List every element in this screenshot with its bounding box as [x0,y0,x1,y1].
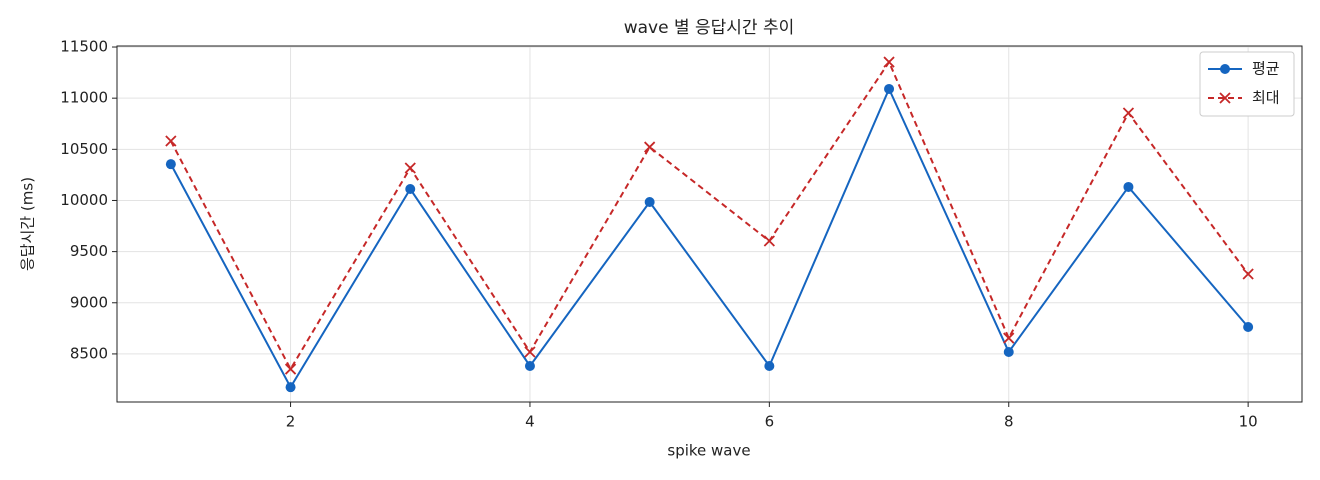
data-point [1003,332,1015,344]
data-point [764,360,775,371]
x-tick-label: 4 [525,413,535,431]
chart-title: wave 별 응답시간 추이 [624,18,795,38]
data-point [165,135,177,147]
y-tick-label: 10000 [60,191,108,209]
legend-marker [1220,64,1230,74]
data-point [644,197,655,208]
y-axis-label: 응답시간 (ms) [19,177,37,271]
y-tick-label: 11500 [60,38,108,56]
data-point [1123,181,1134,192]
legend-marker [1219,92,1231,104]
x-tick-label: 6 [765,413,775,431]
data-point [165,159,176,170]
data-point [524,346,536,358]
plot-frame [116,45,1303,403]
legend-label: 평균 [1252,60,1280,78]
data-point [883,56,895,68]
x-tick-label: 10 [1239,413,1258,431]
y-tick-label: 10500 [60,140,108,158]
x-axis-label: spike wave [667,442,750,460]
data-point [404,162,416,174]
x-tick-label: 2 [286,413,296,431]
data-point [763,235,775,247]
data-point [1243,322,1254,333]
legend-label: 최대 [1252,89,1280,107]
legend-box [1199,51,1295,117]
data-point [644,141,656,153]
series-line [169,86,1249,390]
data-point [884,83,895,94]
series-line [169,59,1249,372]
data-point [1122,107,1135,119]
y-tick-label: 9000 [70,293,108,311]
data-point [285,382,296,393]
y-tick-label: 9500 [70,242,108,260]
data-point [405,184,416,195]
x-tick-label: 8 [1004,413,1014,431]
y-tick-label: 11000 [60,89,108,107]
data-point [1242,268,1254,280]
data-point [1003,346,1014,357]
data-point [524,360,535,371]
data-point [284,363,297,375]
y-tick-label: 8500 [70,344,108,362]
